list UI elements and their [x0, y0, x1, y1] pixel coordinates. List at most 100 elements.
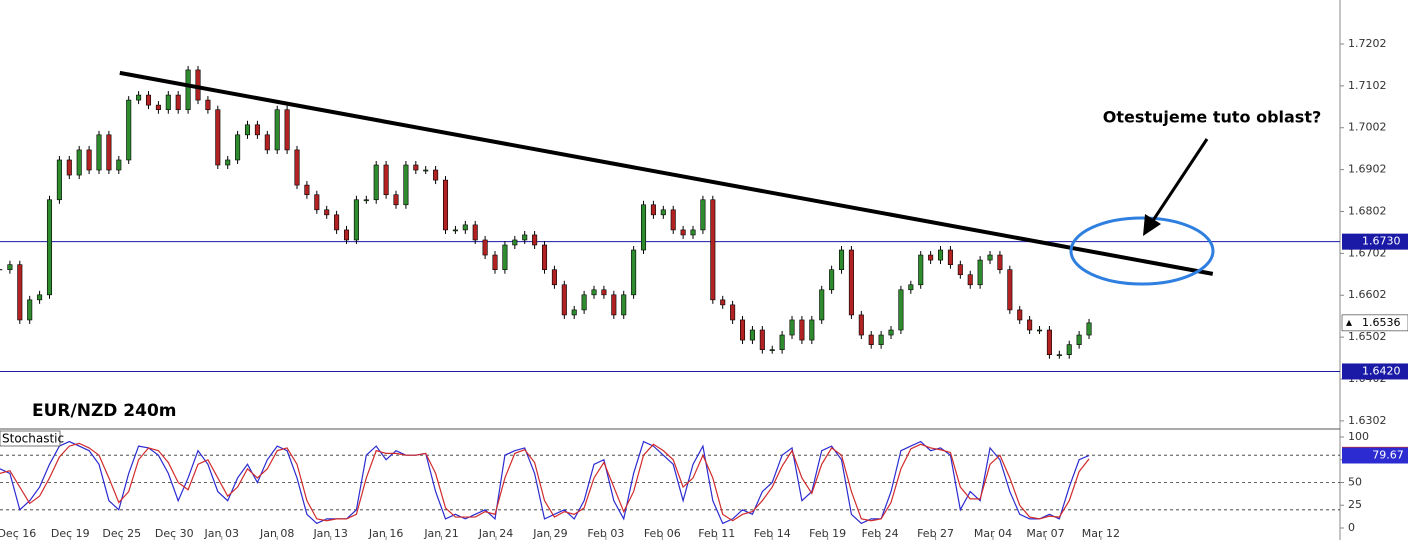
candle-body	[244, 124, 251, 136]
candle-body	[343, 229, 350, 241]
candle-body	[878, 334, 884, 345]
x-tick-label: Dec 16	[0, 527, 36, 540]
candle-body	[482, 239, 488, 256]
candle-body	[235, 134, 241, 161]
x-tick-label: Dec 30	[155, 527, 194, 540]
y-tick-label: 0	[1348, 521, 1355, 534]
candle-body	[868, 334, 874, 345]
candle-body	[185, 69, 191, 111]
candle-body	[977, 259, 983, 286]
x-tick-label: Jan 16	[368, 527, 403, 540]
candle-body	[136, 94, 142, 101]
candle-body	[858, 314, 864, 336]
candle-body	[1066, 344, 1072, 356]
candle-body	[314, 194, 320, 211]
candle-body	[225, 159, 231, 166]
candle-body	[403, 164, 409, 206]
y-tick-label: 1.6602	[1348, 288, 1387, 301]
x-tick-label: Mar 12	[1082, 527, 1120, 540]
x-tick-label: Jan 24	[478, 527, 513, 540]
candle-body	[799, 319, 805, 341]
candle-body	[66, 159, 72, 176]
x-tick-label: Feb 03	[587, 527, 624, 540]
y-tick-label: 100	[1348, 430, 1369, 443]
candle-body	[433, 169, 439, 181]
candle-body	[947, 249, 953, 265]
candle-body	[601, 289, 607, 296]
candle-body	[324, 209, 330, 216]
candle-body	[660, 209, 666, 216]
candle-body	[720, 299, 726, 306]
y-tick-label: 1.6802	[1348, 204, 1387, 217]
candle-body	[631, 249, 637, 296]
candle-body	[7, 264, 13, 270]
last-price-label: 1.6536	[1362, 316, 1401, 329]
candle-body	[413, 164, 419, 171]
candle-body	[928, 254, 934, 261]
panel-title: Stochastic	[2, 432, 64, 446]
x-tick-label: Dec 25	[102, 527, 141, 540]
candle-body	[670, 209, 676, 231]
candle-body	[76, 149, 82, 176]
y-tick-label: 1.6502	[1348, 330, 1387, 343]
panel-title-box	[0, 430, 61, 447]
k-value-label: 79.67	[1372, 449, 1404, 462]
candle-body	[749, 329, 755, 341]
x-tick-label: Feb 24	[862, 527, 899, 540]
candle-body	[462, 224, 468, 231]
candle-body	[888, 329, 894, 336]
candle-body	[937, 249, 944, 261]
candle-body	[452, 229, 458, 232]
candle-body	[621, 294, 627, 316]
candle-body	[1056, 354, 1062, 357]
annotation-arrow	[1150, 138, 1209, 223]
x-tick-label: Mar 07	[1026, 527, 1064, 540]
x-tick-label: Feb 06	[644, 527, 681, 540]
candle-body	[86, 149, 92, 171]
level-label: 1.6730	[1362, 235, 1401, 248]
candle-body	[126, 99, 132, 161]
x-tick-label: Feb 19	[809, 527, 846, 540]
candle-body	[640, 204, 647, 251]
candle-body	[541, 244, 548, 270]
candle-body	[363, 199, 369, 202]
candle-body	[739, 319, 746, 341]
last-price-box	[1341, 314, 1408, 332]
annotation: Otestujeme tuto oblast?	[1103, 108, 1322, 127]
annotation-arrowhead	[1143, 214, 1161, 236]
candle-body	[809, 319, 815, 341]
candle-body	[27, 299, 33, 321]
x-tick-label: Jan 29	[532, 527, 567, 540]
candle-body	[472, 224, 478, 241]
x-tick-label: Jan 08	[259, 527, 294, 540]
x-tick-label: Dec 19	[51, 527, 90, 540]
candle-body	[165, 94, 171, 111]
candle-body	[1086, 322, 1092, 336]
y-tick-label: 1.7102	[1348, 79, 1387, 92]
trendline	[119, 70, 1214, 276]
candle-body	[46, 199, 53, 296]
candle-body	[512, 239, 518, 246]
candle-body	[1007, 269, 1013, 311]
candle-body	[1027, 319, 1033, 331]
candle-body	[829, 269, 835, 291]
candle-body	[730, 304, 736, 321]
candle-body	[1046, 329, 1052, 356]
candle-body	[1076, 334, 1082, 345]
candle-body	[175, 94, 181, 111]
candle-body	[492, 254, 498, 270]
candle-body	[56, 159, 62, 201]
candle-body	[502, 244, 508, 270]
candle-body	[264, 134, 270, 151]
candle-body	[17, 264, 23, 321]
candle-body	[650, 204, 656, 216]
stochastic-line	[0, 442, 1090, 522]
candle-body	[522, 234, 528, 241]
x-tick-label: Feb 14	[754, 527, 791, 540]
candle-body	[611, 294, 617, 316]
candle-body	[779, 334, 785, 350]
chart-title: EUR/NZD 240m	[32, 401, 177, 421]
k-value-box	[1342, 447, 1408, 464]
candle-body	[561, 284, 567, 316]
